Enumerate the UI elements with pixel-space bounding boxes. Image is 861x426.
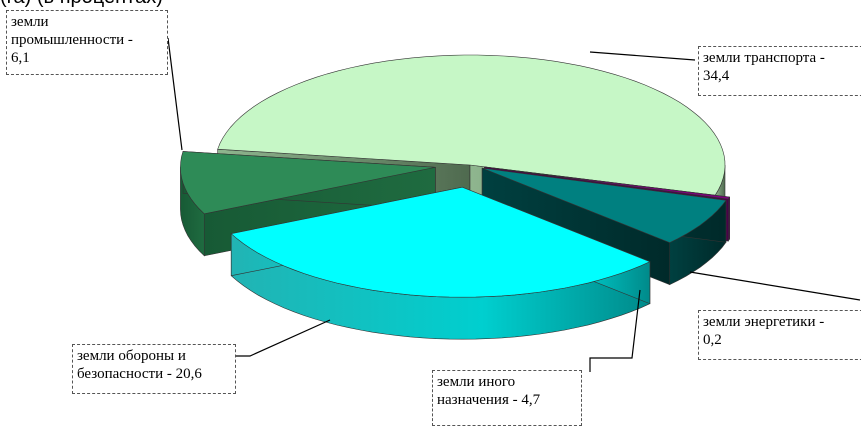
slice-label-industry: земли промышленности - 6,1 [6, 10, 168, 75]
slice-label-energy: земли энергетики - 0,2 [698, 310, 861, 360]
page-header-fragment: (га) (в процентах) [0, 0, 163, 9]
leader-line-2 [689, 271, 861, 301]
slice-label-other: земли иного назначения - 4,7 [432, 370, 582, 426]
slice-label-transport: земли транспорта - 34,4 [698, 46, 861, 96]
pie-slice-4 [230, 186, 651, 340]
leader-line-0 [167, 37, 183, 151]
leader-line-3 [589, 289, 641, 372]
leader-line-1 [589, 51, 696, 61]
pie-slice-3 [481, 167, 727, 286]
leader-line-4 [236, 319, 331, 357]
slice-label-defense: земли обороны и безопасности - 20,6 [72, 344, 236, 394]
